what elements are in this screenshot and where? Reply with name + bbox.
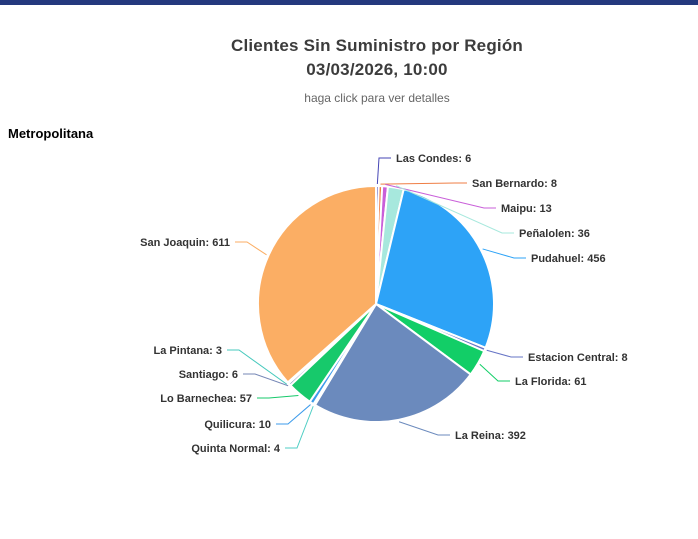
slice-label-lo-barnechea: Lo Barnechea: 57 <box>160 393 252 405</box>
label-connector-lo-barnechea <box>257 395 299 399</box>
label-connector-san-bernardo <box>380 182 467 185</box>
slice-label-la-florida: La Florida: 61 <box>515 376 587 388</box>
chart-title-line2: 03/03/2026, 10:00 <box>306 60 448 79</box>
label-connector-la-reina <box>398 421 450 436</box>
label-connector-maipu <box>385 183 496 209</box>
label-connector-pen-alolen <box>396 185 514 234</box>
label-connector-las-condes <box>376 157 391 185</box>
chart-header: Clientes Sin Suministro por Región 03/03… <box>0 34 698 105</box>
top-accent-bar <box>0 0 698 5</box>
slice-label-las-condes: Las Condes: 6 <box>396 153 471 165</box>
slice-label-maipu: Maipu: 13 <box>501 203 552 215</box>
label-connector-quinta-normal <box>285 406 314 449</box>
slice-label-pen-alolen: Peñalolen: 36 <box>519 228 590 240</box>
slice-label-quilicura: Quilicura: 10 <box>204 419 271 431</box>
chart-subtitle: haga click para ver detalles <box>304 91 450 105</box>
label-connector-la-pintana <box>227 349 288 385</box>
label-connector-la-florida <box>479 363 510 382</box>
label-connector-estacion-central <box>486 349 523 358</box>
label-connector-pudahuel <box>482 248 526 259</box>
slice-label-la-pintana: La Pintana: 3 <box>154 345 222 357</box>
label-connector-santiago <box>243 373 289 387</box>
chart-title-line1: Clientes Sin Suministro por Región <box>230 36 524 55</box>
pie-slice-san-joaquin[interactable] <box>257 185 377 384</box>
region-label: Metropolitana <box>8 126 94 141</box>
pie-slice-la-reina[interactable] <box>313 303 472 423</box>
slice-label-santiago: Santiago: 6 <box>179 369 238 381</box>
label-connector-san-joaquin <box>235 241 267 256</box>
slice-label-san-bernardo: San Bernardo: 8 <box>472 178 557 190</box>
slice-label-san-joaquin: San Joaquin: 611 <box>140 237 230 249</box>
label-connector-quilicura <box>276 404 311 425</box>
slice-label-estacion-central: Estacion Central: 8 <box>528 352 628 364</box>
slice-label-la-reina: La Reina: 392 <box>455 430 526 442</box>
pie-slice-pudahuel[interactable] <box>375 188 495 349</box>
slice-label-pudahuel: Pudahuel: 456 <box>531 253 606 265</box>
slice-label-quinta-normal: Quinta Normal: 4 <box>191 443 281 455</box>
